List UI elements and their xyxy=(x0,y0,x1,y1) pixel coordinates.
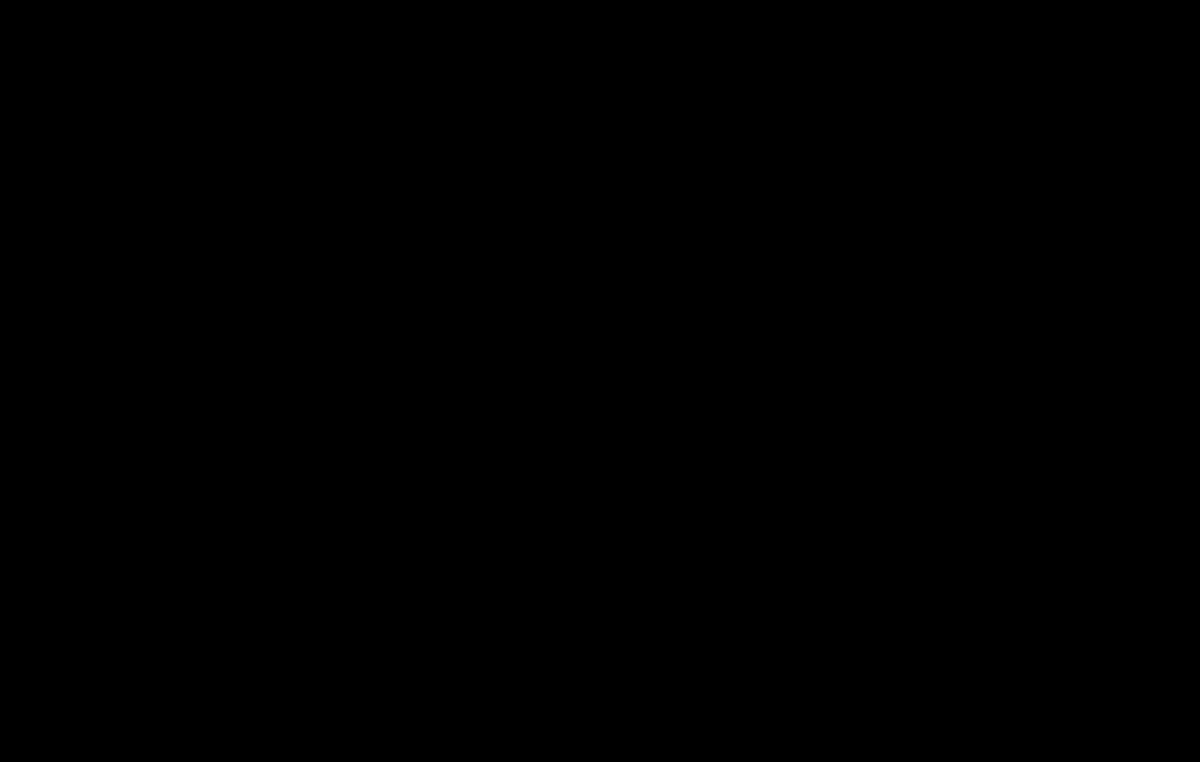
word-cloud xyxy=(0,0,1200,762)
